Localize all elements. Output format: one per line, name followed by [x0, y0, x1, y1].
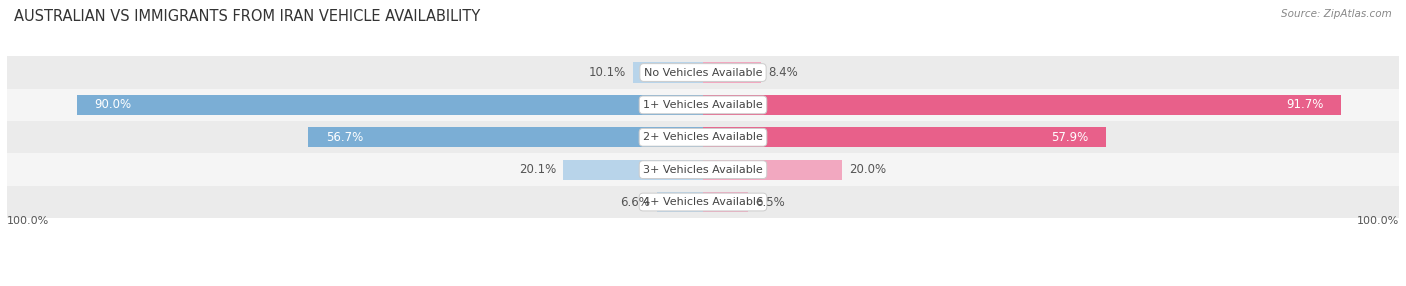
Text: 4+ Vehicles Available: 4+ Vehicles Available — [643, 197, 763, 207]
Text: 8.4%: 8.4% — [769, 66, 799, 79]
Bar — [7, 121, 1399, 154]
Text: 100.0%: 100.0% — [7, 217, 49, 227]
Text: AUSTRALIAN VS IMMIGRANTS FROM IRAN VEHICLE AVAILABILITY: AUSTRALIAN VS IMMIGRANTS FROM IRAN VEHIC… — [14, 9, 481, 23]
Bar — [564, 160, 703, 180]
Text: 3+ Vehicles Available: 3+ Vehicles Available — [643, 165, 763, 175]
Bar — [7, 89, 1399, 121]
Bar — [7, 56, 1399, 89]
Text: No Vehicles Available: No Vehicles Available — [644, 67, 762, 78]
Text: 2+ Vehicles Available: 2+ Vehicles Available — [643, 132, 763, 142]
Bar — [703, 160, 842, 180]
Text: 100.0%: 100.0% — [1357, 217, 1399, 227]
Bar — [7, 186, 1399, 218]
Text: 6.5%: 6.5% — [755, 196, 785, 208]
Bar — [7, 154, 1399, 186]
Bar — [76, 95, 703, 115]
Bar — [657, 192, 703, 212]
Text: 1+ Vehicles Available: 1+ Vehicles Available — [643, 100, 763, 110]
Text: 91.7%: 91.7% — [1286, 98, 1324, 112]
Text: 10.1%: 10.1% — [589, 66, 626, 79]
Text: 90.0%: 90.0% — [94, 98, 131, 112]
Bar — [633, 62, 703, 83]
Text: 6.6%: 6.6% — [620, 196, 650, 208]
Bar — [703, 127, 1107, 147]
Text: 20.0%: 20.0% — [849, 163, 886, 176]
Text: 57.9%: 57.9% — [1052, 131, 1088, 144]
Bar — [703, 192, 748, 212]
Bar — [703, 95, 1341, 115]
Text: 56.7%: 56.7% — [326, 131, 363, 144]
Text: Source: ZipAtlas.com: Source: ZipAtlas.com — [1281, 9, 1392, 19]
Bar — [703, 62, 762, 83]
Bar — [308, 127, 703, 147]
Text: 20.1%: 20.1% — [519, 163, 557, 176]
